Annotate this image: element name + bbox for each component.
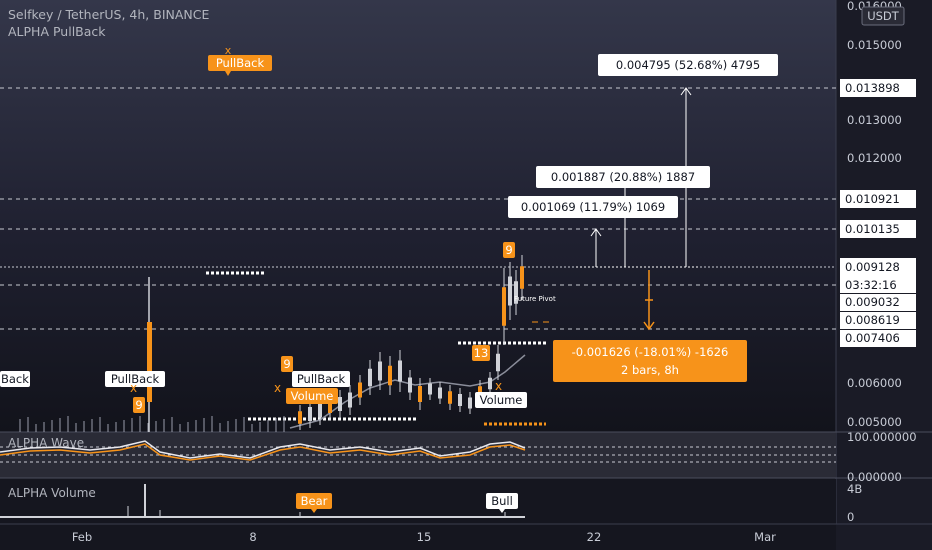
candles [19,255,524,432]
tag-pullback-top[interactable]: x PullBack [208,44,272,76]
svg-text:100.000000: 100.000000 [847,430,917,444]
wave-levels [0,446,836,463]
svg-text:22: 22 [587,530,602,544]
tag-bull[interactable]: Bull [486,493,518,513]
svg-text:x: x [225,44,232,57]
price-level-label-1: 0.010921 [840,190,916,208]
measure-box-52[interactable]: 0.004795 (52.68%) 4795 [598,54,778,76]
measure-box-20[interactable]: 0.001887 (20.88%) 1887 [536,166,710,188]
price-level-label-0: 0.013898 [840,79,916,97]
measure-box-11[interactable]: 0.001069 (11.79%) 1069 [508,196,678,218]
tag-count-9b[interactable]: 9 [281,356,293,372]
x-mark-3: x [495,379,502,393]
svg-text:PullBack: PullBack [111,372,160,386]
svg-text:13: 13 [474,346,489,360]
countdown-label: 03:32:16 [840,276,916,293]
svg-text:8: 8 [249,530,256,544]
tag-pullback-left[interactable]: PullBack [105,371,165,387]
svg-text:0.013898: 0.013898 [845,81,900,95]
svg-text:9: 9 [505,243,512,257]
loss-box[interactable]: -0.001626 (-18.01%) -1626 2 bars, 8h [553,340,747,382]
price-axis[interactable]: 0.016000 0.015000 0.013000 0.012000 0.00… [847,0,902,429]
svg-text:0.001887 (20.88%) 1887: 0.001887 (20.88%) 1887 [551,170,695,184]
x-mark-2: x [274,381,281,395]
svg-text:0.009032: 0.009032 [845,295,900,309]
svg-text:0.015000: 0.015000 [847,38,902,52]
svg-text:0.004795 (52.68%) 4795: 0.004795 (52.68%) 4795 [616,58,760,72]
svg-text:15: 15 [417,530,432,544]
svg-text:0.000000: 0.000000 [847,470,902,484]
price-level-label-3: 0.009128 [840,258,916,276]
price-level-label-7: 0.007406 [840,330,916,347]
svg-text:03:32:16: 03:32:16 [845,278,897,292]
tag-pullback-mid[interactable]: PullBack [292,371,350,387]
tag-count-13[interactable]: 13 [472,345,490,361]
svg-text:0.012000: 0.012000 [847,151,902,165]
tag-volume-1[interactable]: Volume [286,388,338,404]
svg-text:0.010135: 0.010135 [845,222,900,236]
svg-text:Bull: Bull [491,494,513,508]
svg-text:-0.001626 (-18.01%) -1626: -0.001626 (-18.01%) -1626 [572,345,729,359]
wave-pane-title: ALPHA Wave [8,436,84,450]
tag-volume-2[interactable]: Volume [475,392,527,408]
price-level-label-6: 0.008619 [840,312,916,329]
tag-count-9c[interactable]: 9 [503,242,515,258]
volume-axis: 4B 0 [847,482,862,524]
svg-text:0.008619: 0.008619 [845,313,900,327]
tag-count-9a[interactable]: 9 [133,397,145,413]
future-pivot-label: Future Pivot [514,295,556,303]
svg-text:0.009128: 0.009128 [845,260,900,274]
svg-text:Volume: Volume [480,393,523,407]
price-level-label-2: 0.010135 [840,220,916,238]
symbol-title[interactable]: Selfkey / TetherUS, 4h, BINANCE [8,7,210,22]
svg-text:9: 9 [283,357,290,371]
svg-text:0.005000: 0.005000 [847,415,902,429]
svg-text:0.010921: 0.010921 [845,192,900,206]
currency-button[interactable]: USDT [861,6,905,26]
svg-text:Bear: Bear [301,494,328,508]
svg-text:9: 9 [135,398,142,412]
wave-axis: 100.000000 0.000000 [847,430,917,484]
svg-text:Feb: Feb [72,530,92,544]
svg-text:0.013000: 0.013000 [847,113,902,127]
svg-text:USDT: USDT [867,9,900,23]
svg-text:0.006000: 0.006000 [847,376,902,390]
svg-text:PullBack: PullBack [216,56,265,70]
volume-pane-title: ALPHA Volume [8,486,96,500]
wave-line-orange [0,443,526,461]
time-axis[interactable]: Feb 8 15 22 Mar [72,530,776,544]
svg-text:4B: 4B [847,482,862,496]
price-level-lines [0,87,836,330]
pivot-lines [206,271,548,421]
x-mark-1: x [130,381,137,395]
indicator-title[interactable]: ALPHA PullBack [8,24,106,39]
svg-text:PullBack: PullBack [297,372,346,386]
wave-line-white [0,440,526,459]
tag-bear[interactable]: Bear [296,493,332,513]
svg-text:0: 0 [847,510,854,524]
loss-arrow [643,270,655,331]
svg-text:0.001069 (11.79%) 1069: 0.001069 (11.79%) 1069 [521,200,665,214]
svg-text:Back: Back [1,372,29,386]
svg-text:0.007406: 0.007406 [845,331,900,345]
svg-text:Volume: Volume [291,389,334,403]
price-level-label-5: 0.009032 [840,294,916,311]
moving-average [289,354,526,429]
volume-bars [0,484,525,518]
svg-text:Mar: Mar [754,530,776,544]
tag-back-left[interactable]: Back [0,371,30,387]
svg-text:2 bars, 8h: 2 bars, 8h [621,363,679,377]
